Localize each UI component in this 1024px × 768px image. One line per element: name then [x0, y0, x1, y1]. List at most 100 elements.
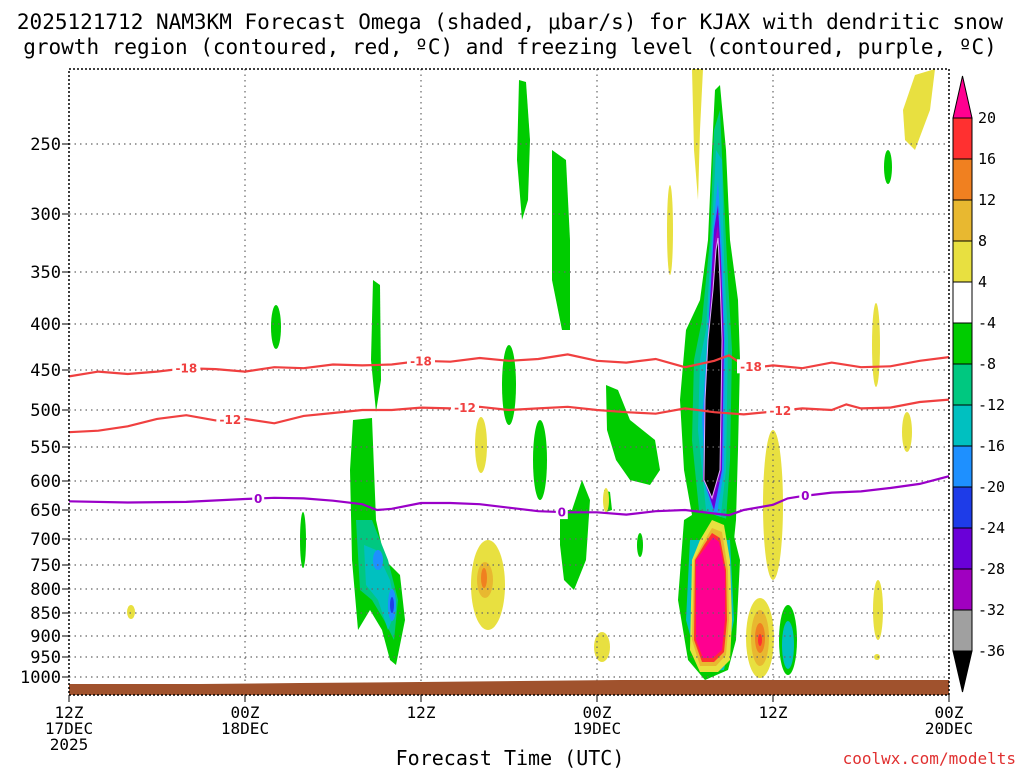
y-tick-label: 250 — [30, 135, 61, 155]
y-tick-label: 300 — [30, 205, 61, 225]
x-tick-label: 12Z — [759, 703, 788, 722]
colorbar-label: -12 — [978, 396, 1005, 414]
y-tick-label: 600 — [30, 472, 61, 492]
contour-label: -18 — [740, 360, 762, 374]
contour-label: -12 — [219, 413, 241, 427]
contour-label-bg — [555, 505, 568, 520]
colorbar-bin — [952, 281, 973, 324]
omega-patch — [271, 305, 281, 349]
omega-patch — [390, 597, 394, 613]
omega-patch — [502, 345, 516, 425]
chart-title-line1: 2025121712 NAM3KM Forecast Omega (shaded… — [17, 10, 1004, 34]
colorbar: 20 16 12 8 4 -4 -8 -12 -16 -20 -24 -28 -32 -36 — [952, 75, 1005, 693]
contour-label-bg — [451, 400, 479, 415]
x-tick-label: 12Z — [55, 703, 84, 722]
colorbar-label: 16 — [978, 150, 996, 168]
y-tick-label: 900 — [30, 627, 61, 647]
contour-label: 0 — [801, 489, 809, 503]
y-tick-label: 450 — [30, 361, 61, 381]
contour-label-bg — [737, 359, 765, 374]
chart-title-line2: growth region (contoured, red, ºC) and f… — [23, 35, 997, 59]
colorbar-label: -36 — [978, 642, 1005, 660]
colorbar-bin — [952, 322, 973, 365]
omega-ascent-column-core — [703, 237, 723, 500]
colorbar-label: -32 — [978, 601, 1005, 619]
x-tick-label: 00Z — [231, 703, 260, 722]
contour-label: 0 — [558, 506, 566, 520]
colorbar-bin — [952, 117, 973, 160]
y-axis: 250 300 350 400 450 500 550 600 650 700 750 800 850 9… — [20, 135, 69, 688]
omega-descent-core — [696, 537, 725, 658]
omega-patch — [481, 568, 487, 588]
omega-patch — [873, 580, 883, 640]
y-tick-label: 350 — [30, 263, 61, 283]
colorbar-bin — [952, 158, 973, 201]
colorbar-label: 8 — [978, 232, 987, 250]
x-tick-label: 12Z — [407, 703, 436, 722]
colorbar-label: -28 — [978, 560, 1005, 578]
omega-patch — [902, 412, 912, 452]
x-tick-label: 00Z — [935, 703, 964, 722]
contour-label: -18 — [410, 354, 432, 368]
omega-patch — [903, 69, 935, 150]
omega-patch — [560, 480, 590, 590]
contour-label-bg — [172, 361, 201, 376]
y-tick-label: 1000 — [20, 668, 61, 688]
colorbar-label: -4 — [978, 314, 996, 332]
omega-patch — [533, 420, 547, 500]
y-tick-label: 750 — [30, 556, 61, 576]
colorbar-label: -24 — [978, 519, 1005, 537]
x-tick-label: 17DEC — [45, 719, 93, 738]
y-tick-label: 700 — [30, 530, 61, 550]
contour-label: -12 — [769, 404, 791, 418]
y-tick-label: 650 — [30, 501, 61, 521]
contour-label-bg — [766, 403, 795, 418]
x-tick-label: 18DEC — [221, 719, 269, 738]
contour-label: 0 — [254, 492, 262, 506]
omega-patch — [692, 69, 703, 200]
y-tick-label: 950 — [30, 648, 61, 668]
colorbar-bin — [952, 609, 973, 652]
colorbar-label: 20 — [978, 109, 996, 127]
colorbar-bottom-arrow — [952, 650, 973, 693]
colorbar-bin — [952, 404, 973, 447]
omega-patch — [364, 545, 396, 630]
omega-patch — [127, 605, 135, 619]
colorbar-bin — [952, 568, 973, 611]
omega-patch — [884, 150, 892, 184]
contour-label-bg — [799, 488, 812, 503]
y-tick-label: 800 — [30, 580, 61, 600]
omega-patch — [517, 80, 530, 220]
colorbar-bin — [952, 240, 973, 283]
omega-field — [127, 69, 935, 680]
contour-label: -12 — [454, 401, 476, 415]
contour-label-bg — [252, 491, 265, 506]
omega-patch — [373, 550, 383, 570]
y-tick-label: 500 — [30, 401, 61, 421]
colorbar-bin — [952, 363, 973, 406]
y-tick-label: 850 — [30, 604, 61, 624]
colorbar-bin — [952, 527, 973, 570]
credit-text: coolwx.com/modelts — [843, 749, 1016, 768]
x-tick-label: 20DEC — [925, 719, 973, 738]
y-tick-label: 400 — [30, 315, 61, 335]
colorbar-bin — [952, 445, 973, 488]
contour-label: -18 — [175, 362, 197, 376]
x-axis-label: Forecast Time (UTC) — [396, 746, 625, 768]
colorbar-bin — [952, 486, 973, 529]
colorbar-top-arrow — [952, 75, 973, 119]
x-tick-label: 19DEC — [573, 719, 621, 738]
omega-patch — [637, 533, 643, 557]
colorbar-label: -20 — [978, 478, 1005, 496]
omega-patch — [300, 512, 306, 568]
colorbar-label: -16 — [978, 437, 1005, 455]
colorbar-label: 4 — [978, 273, 987, 291]
colorbar-label: 12 — [978, 191, 996, 209]
omega-patch — [603, 488, 609, 512]
omega-patch — [874, 654, 880, 660]
ground-surface — [69, 680, 949, 695]
contour-minus18 — [69, 353, 949, 378]
omega-patch — [667, 185, 673, 275]
